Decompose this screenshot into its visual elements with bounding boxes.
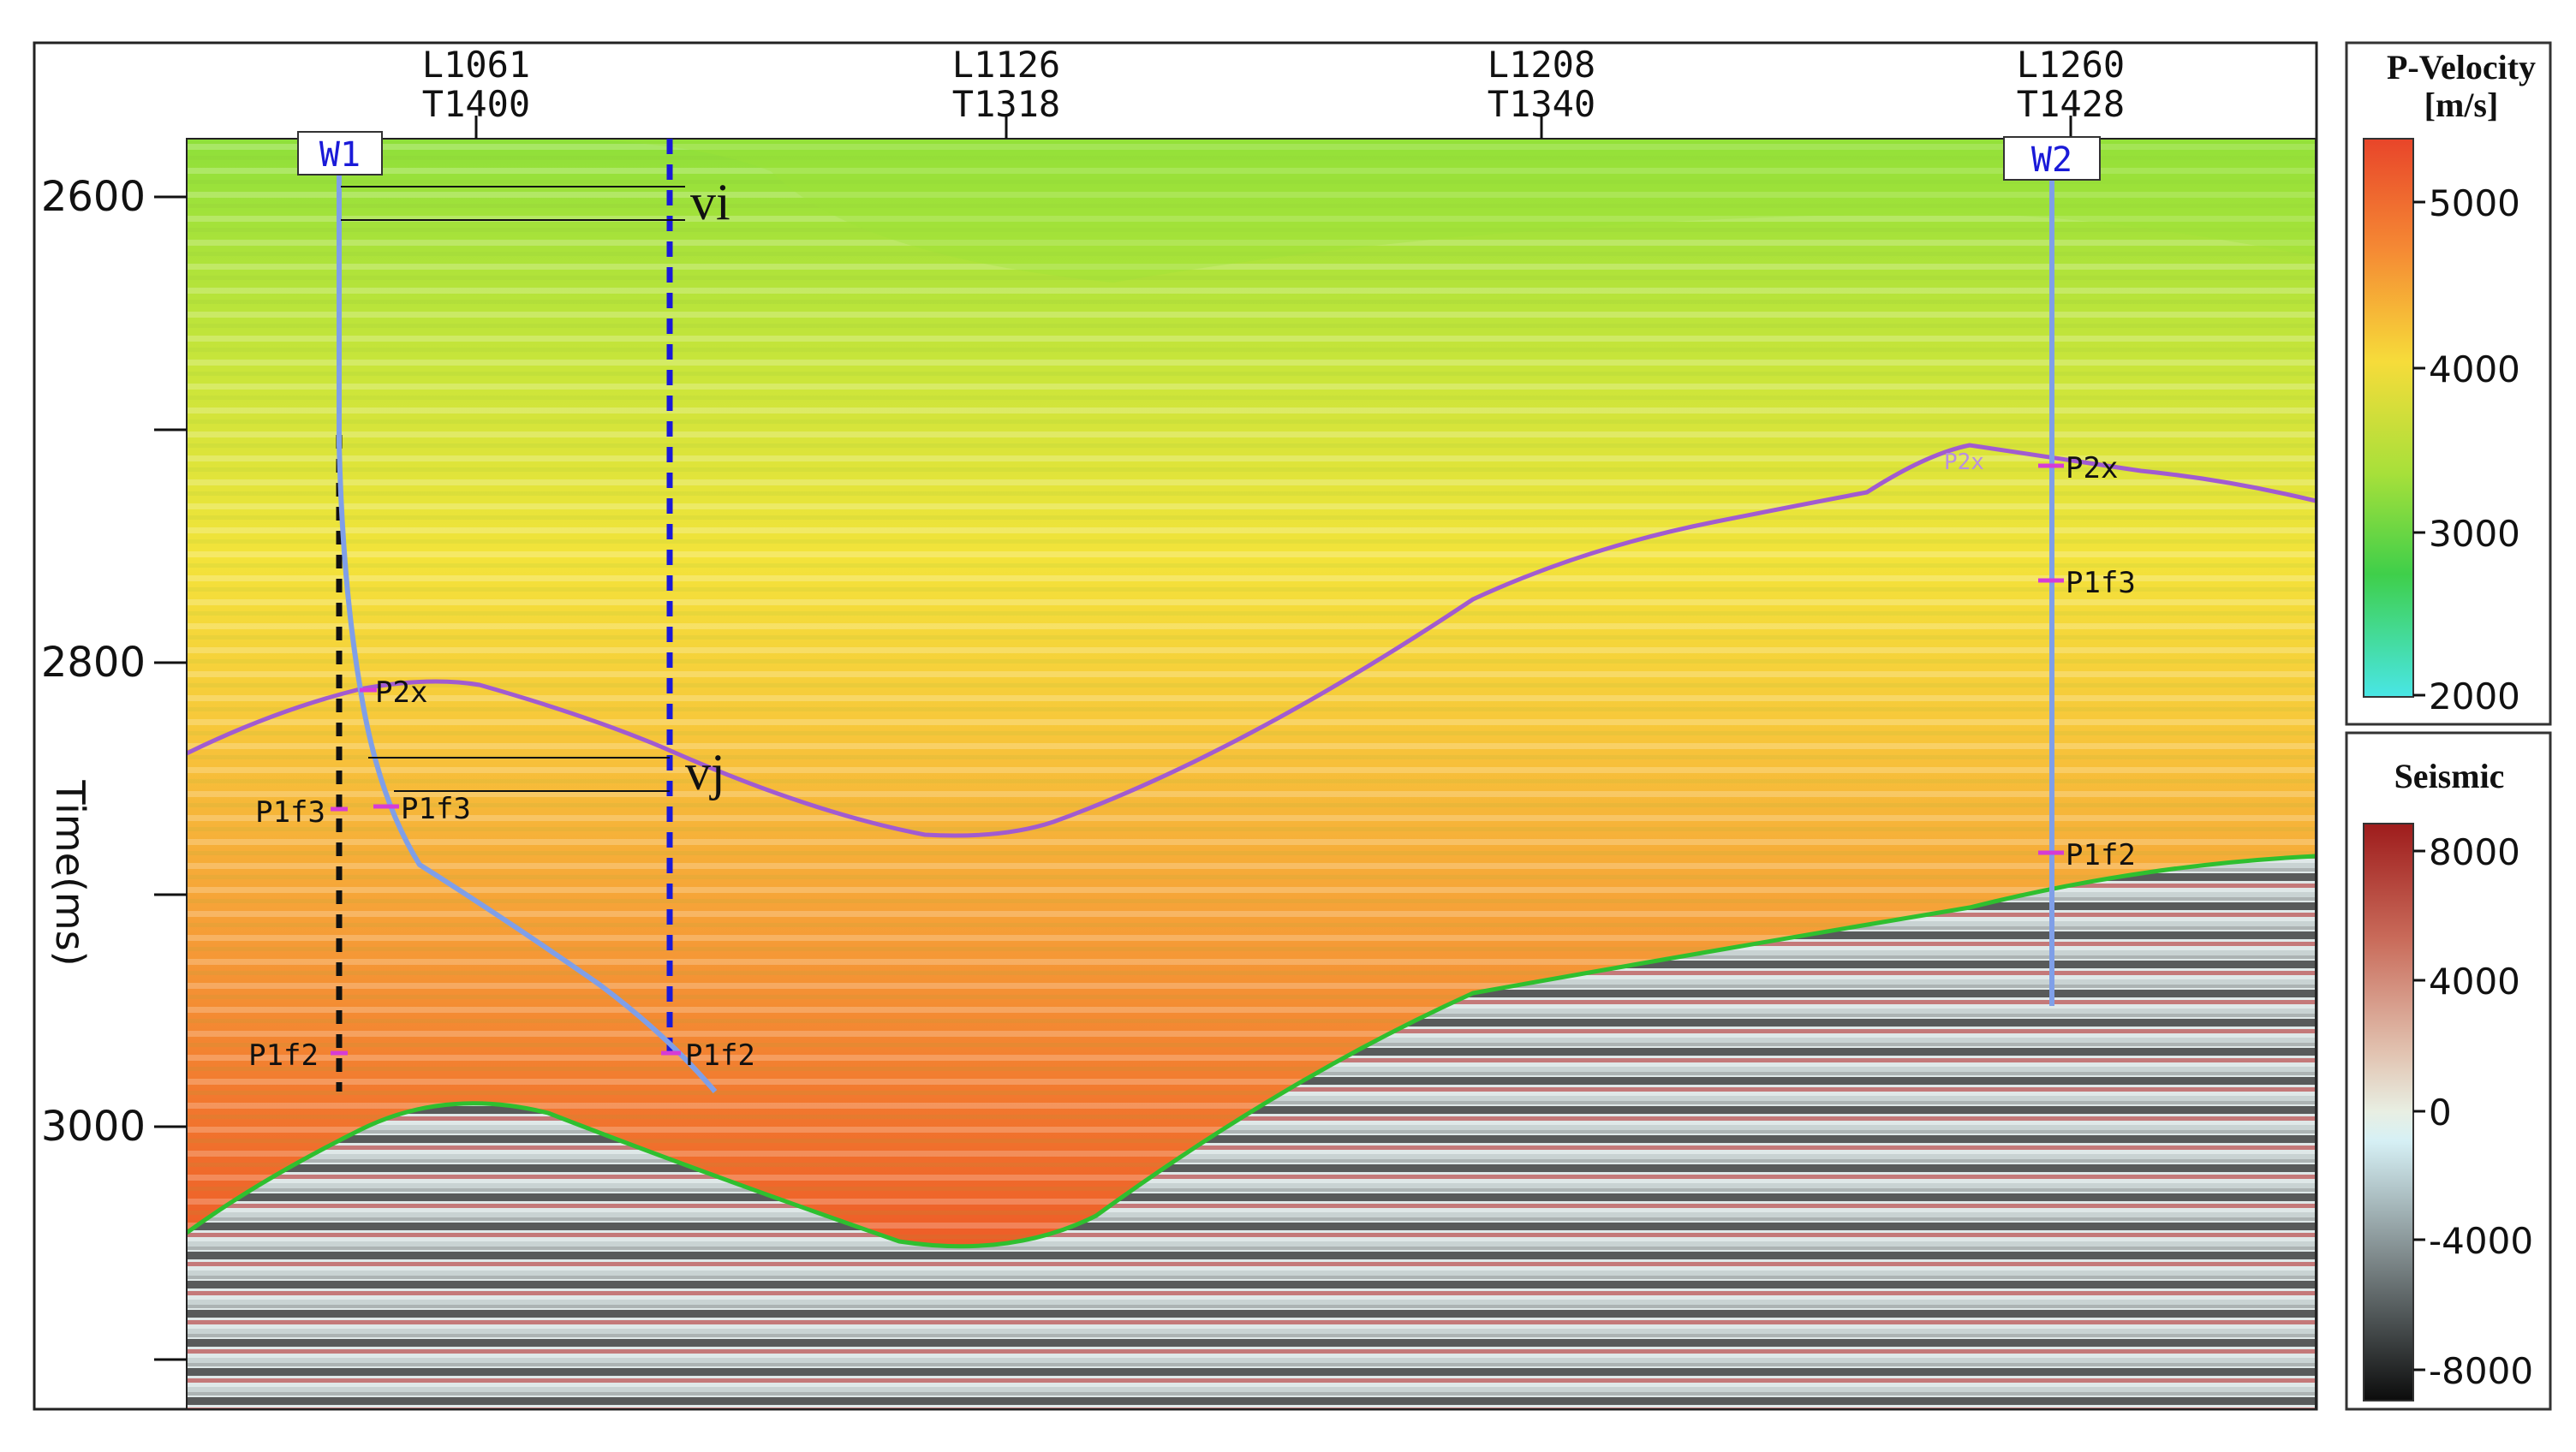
seismic-colorbar: Seismic 8000 4000 0 -4000 -8000	[2345, 731, 2552, 1411]
w1-left-p1f2-label: P1f2	[248, 1038, 319, 1073]
w2-p2x-faint-label: P2x	[1944, 449, 1984, 475]
velocity-tick-4000: 4000	[2429, 348, 2520, 390]
velocity-colorbar-title: P-Velocity	[2387, 48, 2536, 86]
seismic-colorbar-scale	[2363, 823, 2414, 1401]
w1-p1f2-label: P1f2	[685, 1038, 755, 1073]
y-tick-2600: 2600	[41, 173, 146, 221]
seismic-tick-neg4000: -4000	[2429, 1220, 2533, 1262]
base-horizon	[187, 854, 2316, 1249]
velocity-tick-5000: 5000	[2429, 182, 2520, 224]
plot-frame	[186, 138, 2317, 1410]
w2-p1f3-label: P1f3	[2066, 566, 2136, 600]
seismic-section	[187, 856, 2316, 1409]
w2-label-box	[2003, 136, 2101, 181]
vi-label: vi	[690, 174, 730, 230]
horizon-p2x	[187, 443, 2316, 838]
w1-track	[337, 176, 718, 1093]
vj-label: vj	[685, 744, 725, 800]
trace-labels: L1061 T1400 L1126 T1318 L1208 T1340 L126…	[422, 44, 2125, 139]
seismic-tick-neg8000: -8000	[2429, 1350, 2533, 1392]
y-tick-3000: 3000	[41, 1103, 146, 1151]
trace-number-4: T1428	[2017, 83, 2125, 125]
trace-line-3: L1208	[1488, 44, 1595, 86]
seismic-tick-0: 0	[2429, 1092, 2452, 1134]
velocity-colorbar: P-Velocity [m/s] 5000 4000 3000 2000	[2345, 41, 2552, 726]
trace-line-4: L1260	[2017, 44, 2125, 86]
trace-number-3: T1340	[1488, 83, 1595, 125]
y-axis: 2600 2800 3000 Time(ms)	[41, 173, 187, 1361]
y-axis-label: Time(ms)	[47, 779, 93, 966]
section-plot	[187, 139, 2316, 1409]
w2-p2x-label: P2x	[2066, 451, 2118, 485]
trace-number-2: T1318	[952, 83, 1060, 125]
velocity-colorbar-scale	[2363, 138, 2414, 698]
w2-p1f2-label: P1f2	[2066, 838, 2136, 872]
w1-p2x-label: P2x	[375, 675, 427, 710]
well-w1: W1 vi vj P2x P1f3 P1f3 P1f2 P1f2	[248, 131, 755, 1093]
w1-p1f3-label: P1f3	[401, 792, 471, 826]
w2-label: W2	[2031, 140, 2072, 180]
trace-line-2: L1126	[952, 44, 1060, 86]
upper-green-zone	[187, 139, 2316, 283]
seismic-tick-8000: 8000	[2429, 831, 2520, 873]
w1-left-p1f3-label: P1f3	[255, 795, 325, 830]
well-w2: W2 P2x P2x P1f3 P1f2	[1944, 136, 2136, 1006]
seismic-tick-4000: 4000	[2429, 961, 2520, 1003]
trace-number-1: T1400	[422, 83, 530, 125]
velocity-tick-3000: 3000	[2429, 513, 2520, 555]
seismic-colorbar-title: Seismic	[2394, 757, 2505, 795]
velocity-colorbar-unit: [m/s]	[2424, 86, 2499, 124]
w1-label-box	[297, 131, 383, 176]
velocity-tick-2000: 2000	[2429, 675, 2520, 717]
trace-line-1: L1061	[422, 44, 530, 86]
y-tick-2800: 2800	[41, 639, 146, 687]
w1-label: W1	[319, 135, 361, 175]
